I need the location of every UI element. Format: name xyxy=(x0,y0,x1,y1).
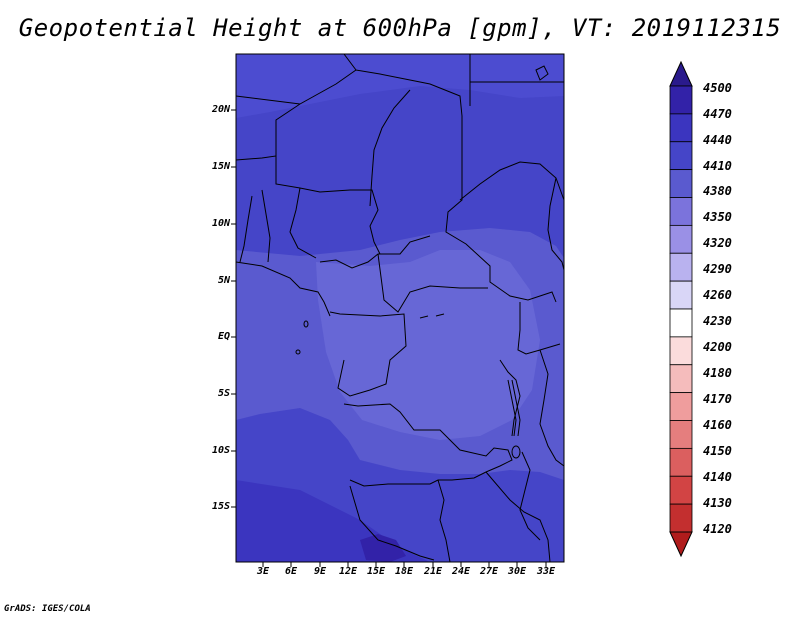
colorbar-swatch xyxy=(669,392,693,421)
colorbar-label: 4130 xyxy=(703,496,732,510)
lon-label-9e: 9E xyxy=(313,566,327,577)
lon-label-33e: 33E xyxy=(536,566,556,577)
colorbar-swatch xyxy=(669,447,693,477)
lon-label-3e: 3E xyxy=(256,566,270,577)
inner-contour-region xyxy=(316,250,540,440)
colorbar-swatch xyxy=(669,364,693,394)
colorbar-swatch xyxy=(669,280,693,310)
colorbar-label: 4140 xyxy=(703,470,732,484)
lakes xyxy=(295,65,549,459)
borders xyxy=(235,53,565,563)
map-frame xyxy=(235,53,565,563)
lat-label-eq: EQ xyxy=(217,331,230,342)
colorbar-label: 4440 xyxy=(703,133,732,147)
colorbar-swatch xyxy=(669,420,693,449)
colorbar-label: 4290 xyxy=(703,262,732,276)
lon-label-27e: 27E xyxy=(479,566,499,577)
colorbar-swatch xyxy=(669,224,693,254)
colorbar-swatch xyxy=(669,336,693,366)
colorbar-label: 4350 xyxy=(703,210,732,224)
colorbar-label: 4150 xyxy=(703,444,732,458)
colorbar-label: 4170 xyxy=(703,392,732,406)
lon-label-30e: 30E xyxy=(507,566,527,577)
chart-title: Geopotential Height at 600hPa [gpm], VT:… xyxy=(18,14,782,42)
lat-label-5n: 5N xyxy=(217,275,230,286)
lon-ticks xyxy=(262,562,547,567)
colorbar-swatch xyxy=(669,252,693,282)
colorbar-label: 4410 xyxy=(703,159,732,173)
colorbar-label: 4200 xyxy=(703,340,732,354)
colorbar-label: 4380 xyxy=(703,184,732,198)
lon-label-15e: 15E xyxy=(366,566,386,577)
colorbar-swatch xyxy=(669,85,693,115)
colorbar-label: 4320 xyxy=(703,236,732,250)
colorbar-label: 4260 xyxy=(703,288,732,302)
lat-label-20n: 20N xyxy=(211,104,230,115)
lat-label-15s: 15S xyxy=(211,501,230,512)
colorbar-label: 4160 xyxy=(703,418,732,432)
colorbar-swatch xyxy=(669,197,693,226)
lon-label-24e: 24E xyxy=(451,566,471,577)
lat-label-15n: 15N xyxy=(211,161,230,172)
lon-label-12e: 12E xyxy=(338,566,358,577)
colorbar-swatch xyxy=(669,503,693,533)
lon-label-18e: 18E xyxy=(394,566,414,577)
lon-label-6e: 6E xyxy=(284,566,298,577)
colorbar-label: 4470 xyxy=(703,107,732,121)
colorbar-swatch xyxy=(669,113,693,143)
colorbar xyxy=(669,60,693,558)
colorbar-swatch xyxy=(669,475,693,505)
colorbar-label: 4230 xyxy=(703,314,732,328)
colorbar-label: 4180 xyxy=(703,366,732,380)
lat-ticks xyxy=(231,109,236,508)
colorbar-swatch xyxy=(669,141,693,171)
northern-contour-band xyxy=(236,54,564,118)
colorbar-label: 4500 xyxy=(703,81,732,95)
colorbar-bottom-arrow xyxy=(669,531,693,558)
colorbar-top-arrow xyxy=(669,60,693,87)
colorbar-swatch xyxy=(669,169,693,198)
southern-dark-patch xyxy=(360,534,406,562)
lat-label-10s: 10S xyxy=(211,445,230,456)
colorbar-label: 4120 xyxy=(703,522,732,536)
lat-label-10n: 10N xyxy=(211,218,230,229)
lon-label-21e: 21E xyxy=(423,566,443,577)
lat-label-5s: 5S xyxy=(217,388,230,399)
grads-credit: GrADS: IGES/COLA xyxy=(4,604,91,614)
colorbar-swatch xyxy=(669,308,693,338)
